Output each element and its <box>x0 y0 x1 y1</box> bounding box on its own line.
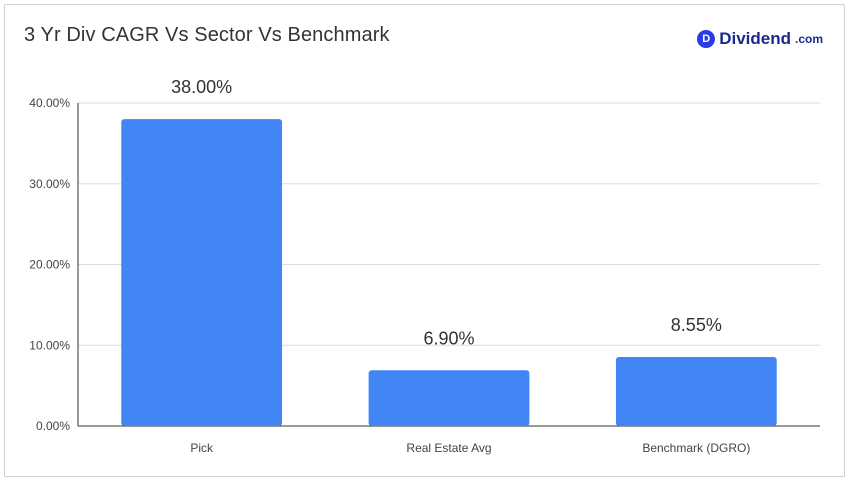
data-label: 38.00% <box>171 77 232 97</box>
brand-name: Dividend <box>719 29 791 48</box>
data-label: 8.55% <box>671 315 722 335</box>
y-tick-label: 10.00% <box>29 338 70 352</box>
bar <box>368 370 530 426</box>
bar <box>121 119 283 427</box>
x-tick-label: Real Estate Avg <box>406 441 491 455</box>
x-tick-label: Pick <box>190 441 214 455</box>
y-tick-label: 20.00% <box>29 258 70 272</box>
chart-title: 3 Yr Div CAGR Vs Sector Vs Benchmark <box>24 24 390 46</box>
x-tick-label: Benchmark (DGRO) <box>642 441 750 455</box>
data-label: 6.90% <box>423 328 474 348</box>
bar <box>615 356 777 426</box>
brand-logo: D Dividend .com <box>697 29 823 49</box>
y-tick-label: 40.00% <box>29 96 70 110</box>
y-tick-label: 30.00% <box>29 177 70 191</box>
y-tick-label: 0.00% <box>36 419 70 433</box>
brand-tld: .com <box>794 32 823 46</box>
brand-badge-icon: D <box>697 30 716 48</box>
